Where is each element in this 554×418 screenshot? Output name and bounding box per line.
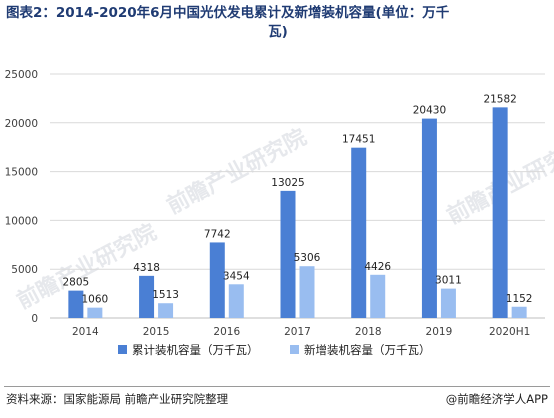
bar-cumulative [209,242,225,318]
bar-new [511,306,527,318]
y-tick-label: 5000 [11,264,38,276]
data-label: 21582 [483,93,516,105]
chart-title: 图表2：2014-2020年6月中国光伏发电累计及新增装机容量(单位：万千 瓦) [6,4,550,42]
data-label: 13025 [271,177,304,189]
y-tick-label: 10000 [5,215,38,227]
data-label: 20430 [413,105,446,117]
data-label: 1060 [81,294,108,306]
x-tick-label: 2015 [143,326,170,338]
data-label: 3454 [223,270,250,282]
data-label: 4318 [133,262,160,274]
bar-new [440,288,456,318]
data-label: 3011 [435,275,462,287]
data-label: 5306 [294,252,321,264]
bar-cumulative [139,275,155,318]
bar-new [87,307,103,318]
bar-cumulative [492,107,508,318]
data-label: 2805 [62,277,89,289]
x-tick-label: 2018 [355,326,382,338]
data-label: 1152 [506,293,533,305]
x-tick-label: 2014 [72,326,99,338]
source-note: 资料来源：国家能源局 前瞻产业研究院整理 [6,392,229,406]
chart-title-line1: 图表2：2014-2020年6月中国光伏发电累计及新增装机容量(单位：万千 [6,5,450,21]
legend-swatch [118,345,127,354]
legend-label: 累计装机容量（万千瓦） [132,343,259,357]
data-label: 1513 [152,289,179,301]
x-tick-label: 2019 [426,326,453,338]
x-tick-label: 2017 [284,326,311,338]
legend-swatch [290,345,299,354]
bar-cumulative [421,118,437,318]
y-tick-label: 20000 [5,118,38,130]
y-tick-label: 15000 [5,167,38,179]
y-tick-label: 0 [31,313,38,325]
data-label: 17451 [342,134,375,146]
x-tick-label: 2016 [213,326,240,338]
brand-credit: @前瞻经济学人APP [445,392,548,406]
y-tick-label: 25000 [5,69,38,81]
bar-cumulative [280,190,296,318]
footer-divider [4,386,550,387]
bar-cumulative [68,290,84,318]
data-label: 7742 [204,228,231,240]
x-tick-label: 2020H1 [489,326,530,338]
bar-new [299,266,315,318]
bar-cumulative [351,147,367,318]
bar-new [158,303,174,318]
bar-new [228,284,244,318]
bar-chart: 前瞻产业研究院前瞻产业研究院前瞻产业研究院0500010000150002000… [5,69,554,357]
bar-new [370,274,386,318]
legend-label: 新增装机容量（万千瓦） [304,343,431,357]
chart-title-line2: 瓦) [268,24,288,40]
data-label: 4426 [364,261,391,273]
